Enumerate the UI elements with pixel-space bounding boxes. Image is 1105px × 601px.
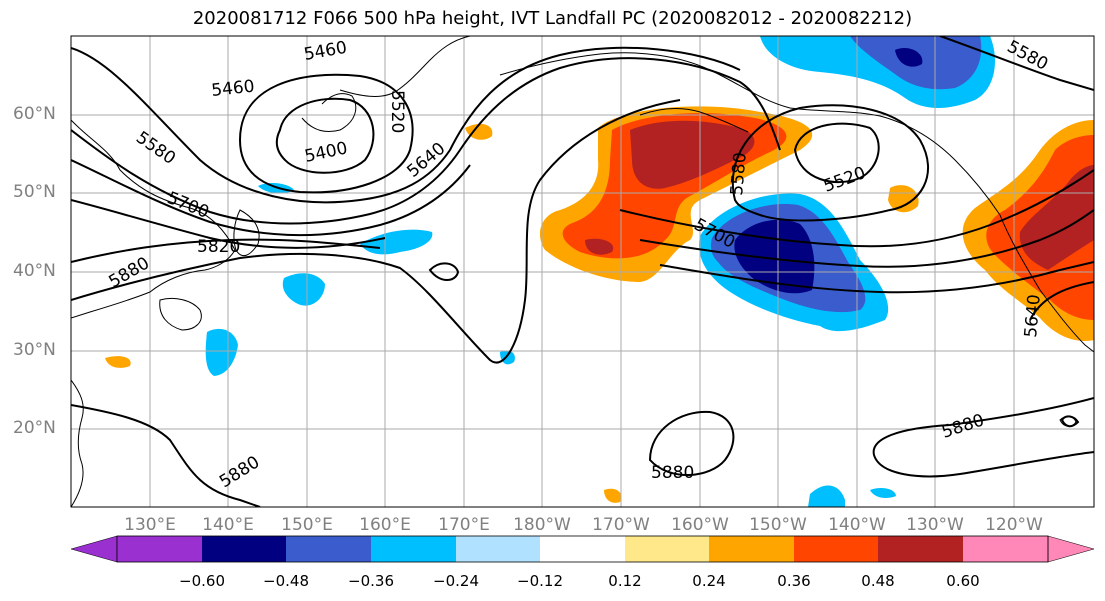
colorbar-extend-high	[1047, 535, 1095, 563]
colorbar-segment	[117, 536, 202, 562]
colorbar-tick: −0.36	[348, 572, 394, 590]
lon-label: 170°W	[592, 515, 650, 535]
contour-label: 5460	[210, 77, 255, 101]
contour-label: 5640	[1021, 294, 1045, 339]
colorbar-extend-low	[70, 535, 118, 563]
colorbar-tick: 0.24	[692, 572, 726, 590]
lon-label: 180°W	[513, 515, 571, 535]
lon-label: 150°E	[281, 515, 333, 535]
lon-label: 130°W	[906, 515, 964, 535]
lon-label: 160°E	[359, 515, 411, 535]
colorbar	[70, 535, 1095, 563]
lat-label: 60°N	[13, 104, 56, 124]
colorbar-segment	[963, 536, 1048, 562]
lon-label: 150°W	[749, 515, 807, 535]
colorbar-segment	[286, 536, 371, 562]
colorbar-segment	[456, 536, 540, 562]
colorbar-tick: 0.60	[946, 572, 980, 590]
colorbar-segment	[625, 536, 709, 562]
ivt-shading	[105, 36, 1094, 507]
colorbar-segment	[202, 536, 286, 562]
lat-label: 40°N	[13, 261, 56, 281]
lat-label: 50°N	[13, 182, 56, 202]
lat-label: 20°N	[13, 418, 56, 438]
lon-label: 140°E	[202, 515, 254, 535]
height-contours	[71, 36, 1094, 507]
map-title: 2020081712 F066 500 hPa height, IVT Land…	[192, 8, 913, 29]
lon-label: 140°W	[828, 515, 886, 535]
lon-label: 120°W	[985, 515, 1043, 535]
contour-label: 5580	[727, 152, 751, 197]
colorbar-segment	[371, 536, 456, 562]
colorbar-tick: 0.48	[861, 572, 895, 590]
colorbar-segment	[540, 536, 625, 562]
colorbar-segment	[878, 536, 963, 562]
colorbar-tick: 0.12	[608, 572, 642, 590]
lon-label: 130°E	[124, 515, 176, 535]
pos-anomaly-aleutian-core	[630, 120, 755, 189]
colorbar-segment	[709, 536, 794, 562]
coastlines	[71, 36, 1094, 507]
colorbar-tick: −0.12	[517, 572, 563, 590]
colorbar-segment	[794, 536, 878, 562]
contour-label: 5820	[197, 237, 240, 257]
lat-label: 30°N	[13, 340, 56, 360]
colorbar-tick: −0.48	[263, 572, 309, 590]
lon-label: 160°W	[671, 515, 729, 535]
contour-label: 5880	[651, 463, 694, 483]
colorbar-tick: −0.60	[179, 572, 225, 590]
contour-label: 5520	[387, 90, 407, 133]
graticule	[71, 36, 1094, 507]
colorbar-tick: −0.24	[433, 572, 479, 590]
colorbar-tick: 0.36	[777, 572, 811, 590]
lon-label: 170°E	[438, 515, 490, 535]
